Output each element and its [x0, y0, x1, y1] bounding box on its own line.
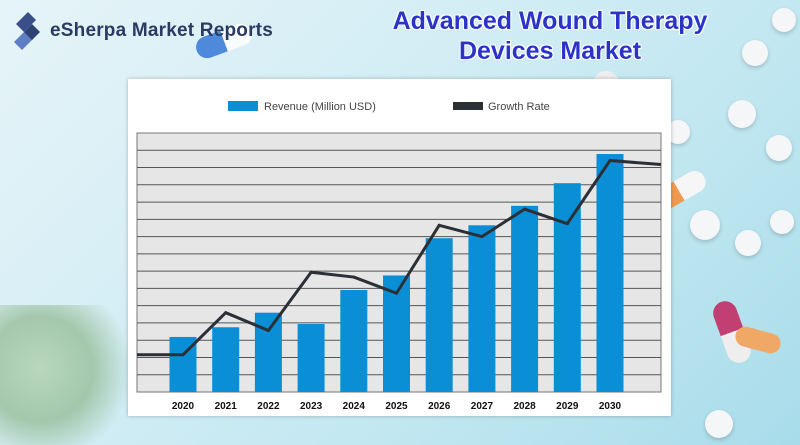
bar-2026 [425, 238, 453, 392]
growth-point-2026 [437, 223, 441, 227]
bar-2030 [596, 154, 624, 392]
x-tick-2030: 2030 [599, 401, 622, 412]
page-title: Advanced Wound Therapy Devices Market [350, 6, 750, 66]
title-line-2: Devices Market [458, 37, 642, 65]
bar-2029 [553, 183, 581, 392]
growth-point-2025 [395, 291, 398, 295]
legend-label-growth: Growth Rate [488, 101, 550, 113]
chart-card: 2020 2021 2022 2023 2024 2025 2026 2027 2028 2029… [128, 79, 671, 416]
growth-point-2021 [224, 311, 228, 315]
growth-point-2027 [480, 235, 484, 239]
tablet-graphic [772, 8, 796, 32]
x-tick-2022: 2022 [257, 401, 280, 412]
tablet-graphic [690, 210, 720, 240]
bar-2021 [212, 327, 240, 392]
growth-point-2030 [608, 159, 612, 163]
growth-point-2024 [352, 275, 356, 279]
x-tick-2029: 2029 [556, 401, 579, 412]
growth-point-2023 [309, 270, 313, 274]
tablet-graphic [728, 100, 756, 128]
leaves-graphic [0, 305, 130, 445]
logo-icon [14, 12, 40, 50]
brand-logo: eSherpa Market Reports [10, 10, 273, 52]
revenue-growth-chart: 2020 2021 2022 2023 2024 2025 2026 2027 2028 2029… [136, 101, 662, 412]
bar-2027 [468, 225, 496, 392]
bar-2022 [254, 312, 282, 392]
bar-2025 [383, 275, 410, 392]
x-tick-2020: 2020 [172, 401, 195, 412]
growth-point-2022 [266, 328, 270, 332]
legend-label-revenue: Revenue (Million USD) [264, 101, 376, 113]
x-tick-2025: 2025 [385, 401, 408, 412]
bar-2023 [297, 324, 325, 392]
tablet-graphic [770, 210, 794, 234]
tablet-graphic [735, 230, 761, 256]
tablet-graphic [766, 135, 792, 161]
legend-swatch-growth [453, 102, 483, 110]
growth-point-2028 [523, 207, 527, 211]
legend-swatch-revenue [228, 101, 258, 111]
brand-name: eSherpa Market Reports [50, 20, 273, 41]
growth-point-2020 [181, 353, 185, 357]
x-tick-2021: 2021 [215, 401, 238, 412]
title-line-1: Advanced Wound Therapy [392, 7, 708, 35]
x-tick-2024: 2024 [343, 401, 366, 412]
x-tick-2027: 2027 [471, 401, 494, 412]
x-tick-2028: 2028 [513, 401, 536, 412]
x-tick-2026: 2026 [428, 401, 451, 412]
bar-2028 [511, 205, 539, 392]
x-tick-2023: 2023 [300, 401, 323, 412]
tablet-graphic [705, 410, 733, 438]
growth-point-2029 [565, 222, 569, 226]
tablet-graphic [742, 40, 768, 66]
bar-2024 [340, 290, 368, 392]
